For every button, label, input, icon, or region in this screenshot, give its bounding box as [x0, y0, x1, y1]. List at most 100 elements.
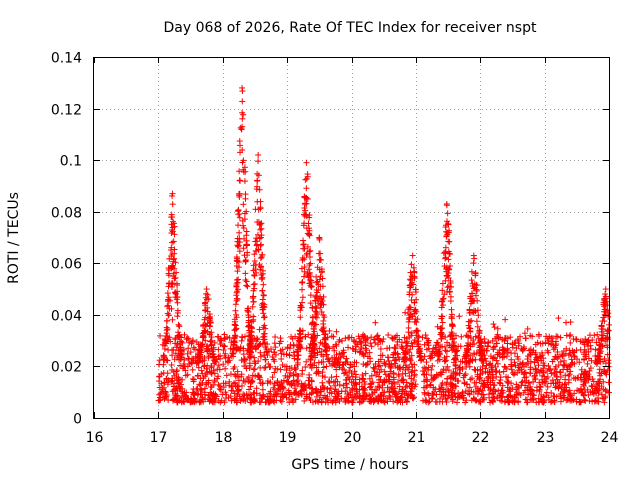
data-point — [522, 335, 529, 342]
data-point — [221, 343, 228, 350]
data-point — [567, 331, 574, 338]
data-point — [236, 229, 243, 236]
data-point — [182, 372, 189, 379]
data-point — [439, 380, 446, 387]
data-point — [271, 349, 278, 356]
data-point — [485, 391, 492, 398]
data-point — [241, 252, 248, 259]
data-point — [258, 276, 265, 283]
data-point — [319, 372, 326, 379]
data-point — [157, 332, 164, 339]
data-point — [372, 339, 379, 346]
data-point — [443, 399, 450, 406]
data-point — [189, 366, 196, 373]
data-point — [549, 338, 556, 345]
x-tick-label: 23 — [537, 430, 555, 446]
data-point — [237, 124, 244, 131]
data-point — [553, 373, 560, 380]
data-point — [598, 322, 605, 329]
data-point — [273, 392, 280, 399]
data-point — [362, 370, 369, 377]
y-tick-label: 0 — [73, 412, 82, 428]
data-point — [326, 345, 333, 352]
data-point — [473, 318, 480, 325]
data-point — [544, 368, 551, 375]
data-point — [235, 276, 242, 283]
data-point — [385, 354, 392, 361]
data-point — [535, 362, 542, 369]
data-point — [502, 364, 509, 371]
data-point — [298, 265, 305, 272]
data-point — [169, 201, 176, 208]
data-point — [490, 321, 497, 328]
data-point — [211, 339, 218, 346]
data-point — [600, 378, 607, 385]
data-point — [374, 383, 381, 390]
data-point — [563, 319, 570, 326]
data-point — [239, 98, 246, 105]
data-point — [232, 307, 239, 314]
data-point — [503, 353, 510, 360]
data-point — [306, 231, 313, 238]
data-point — [490, 382, 497, 389]
data-point — [292, 396, 299, 403]
data-point — [356, 393, 363, 400]
data-point — [423, 384, 430, 391]
data-point — [400, 376, 407, 383]
data-point — [502, 316, 509, 323]
data-point — [272, 333, 279, 340]
data-point — [351, 368, 358, 375]
data-point — [299, 294, 306, 301]
data-point — [605, 321, 612, 328]
data-point — [472, 333, 479, 340]
data-points — [155, 84, 612, 406]
data-point — [352, 385, 359, 392]
data-point — [164, 290, 171, 297]
data-point — [501, 353, 508, 360]
data-point — [339, 337, 346, 344]
data-point — [277, 366, 284, 373]
data-point — [587, 342, 594, 349]
data-point — [407, 346, 414, 353]
data-point — [235, 222, 242, 229]
data-point — [504, 340, 511, 347]
data-point — [468, 277, 475, 284]
data-point — [443, 353, 450, 360]
data-point — [487, 360, 494, 367]
data-point — [585, 355, 592, 362]
data-point — [242, 195, 249, 202]
data-point — [368, 343, 375, 350]
data-point — [552, 384, 559, 391]
data-point — [507, 388, 514, 395]
data-point — [490, 354, 497, 361]
x-tick-label: 18 — [215, 430, 233, 446]
data-point — [446, 238, 453, 245]
data-point — [168, 283, 175, 290]
data-point — [320, 364, 327, 371]
grid-lines — [94, 57, 609, 418]
data-point — [243, 228, 250, 235]
data-point — [541, 397, 548, 404]
data-point — [344, 371, 351, 378]
data-point — [300, 237, 307, 244]
data-point — [374, 332, 381, 339]
data-point — [173, 280, 180, 287]
data-point — [223, 372, 230, 379]
data-point — [531, 359, 538, 366]
data-point — [408, 361, 415, 368]
data-point — [601, 399, 608, 406]
data-point — [584, 386, 591, 393]
data-point — [251, 258, 258, 265]
data-point — [512, 394, 519, 401]
data-point — [442, 347, 449, 354]
data-point — [491, 324, 498, 331]
x-tick-label: 16 — [86, 430, 104, 446]
data-point — [232, 322, 239, 329]
data-point — [257, 353, 264, 360]
data-point — [266, 390, 273, 397]
data-point — [454, 399, 461, 406]
data-point — [169, 316, 176, 323]
data-point — [176, 323, 183, 330]
data-point — [243, 278, 250, 285]
data-point — [497, 334, 504, 341]
